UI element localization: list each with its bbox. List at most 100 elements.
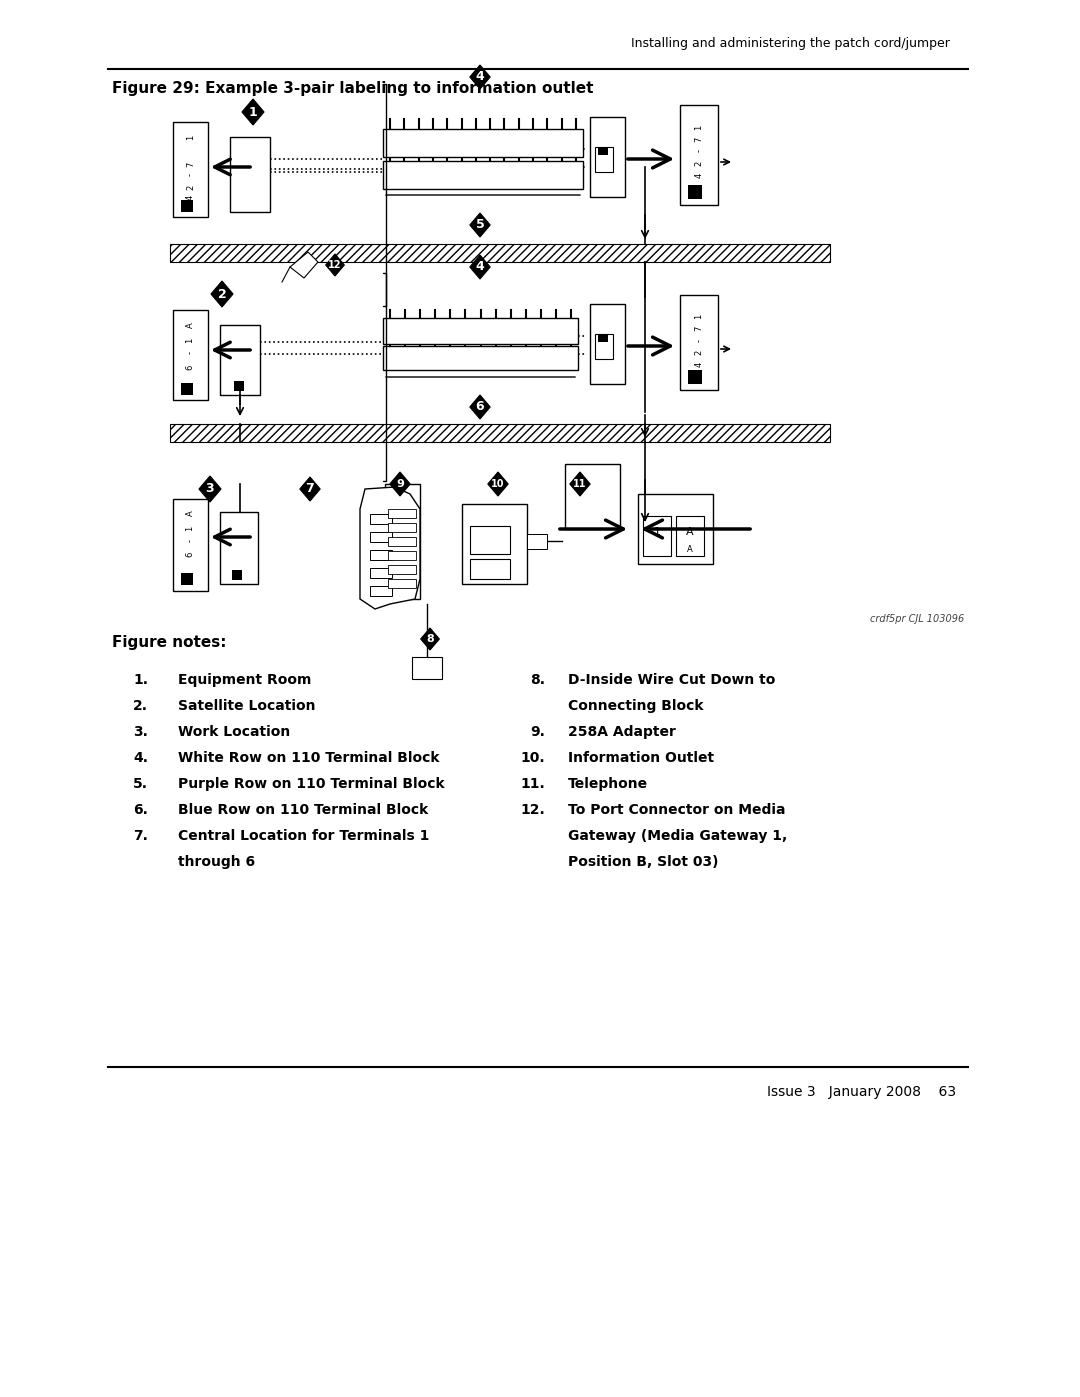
Polygon shape (326, 254, 345, 277)
Polygon shape (570, 472, 590, 496)
Polygon shape (199, 476, 221, 502)
Text: Blue Row on 110 Terminal Block: Blue Row on 110 Terminal Block (178, 803, 429, 817)
Bar (230, 137, 270, 212)
Bar (595, 334, 613, 359)
Text: 3: 3 (205, 482, 214, 496)
Text: Telephone: Telephone (568, 777, 648, 791)
Bar (220, 326, 260, 395)
Bar (470, 559, 510, 578)
Bar (220, 511, 258, 584)
Polygon shape (470, 212, 490, 237)
Polygon shape (360, 488, 420, 609)
Bar (170, 244, 831, 263)
Text: 1: 1 (694, 124, 703, 130)
Bar (370, 569, 392, 578)
Text: 6: 6 (186, 552, 194, 556)
Bar (688, 370, 702, 384)
Bar (676, 515, 704, 556)
Text: 10.: 10. (521, 752, 545, 766)
Text: 5: 5 (475, 218, 484, 232)
Text: 2: 2 (186, 184, 195, 190)
Bar (383, 319, 578, 344)
Text: 7: 7 (694, 137, 703, 141)
Text: 1: 1 (248, 106, 257, 119)
Polygon shape (390, 472, 410, 496)
Text: -: - (694, 338, 703, 341)
Text: A: A (686, 527, 693, 536)
Bar (688, 184, 702, 198)
Text: 8.: 8. (530, 673, 545, 687)
Text: 12: 12 (328, 260, 341, 270)
Text: Position B, Slot 03): Position B, Slot 03) (568, 855, 718, 869)
Bar (388, 536, 416, 546)
Bar (590, 117, 625, 197)
Polygon shape (470, 66, 490, 89)
Text: 4.: 4. (133, 752, 148, 766)
Text: 7: 7 (186, 162, 195, 168)
Text: 1: 1 (186, 525, 194, 531)
Text: 1.: 1. (133, 673, 148, 687)
Text: Connecting Block: Connecting Block (568, 698, 703, 712)
Bar (370, 514, 392, 524)
Text: Equipment Room: Equipment Room (178, 673, 311, 687)
Bar (680, 105, 718, 205)
Text: 12.: 12. (521, 803, 545, 817)
Bar (370, 585, 392, 597)
Text: 5.: 5. (133, 777, 148, 791)
Text: Central Location for Terminals 1: Central Location for Terminals 1 (178, 828, 430, 842)
Text: 10: 10 (491, 479, 504, 489)
Polygon shape (420, 629, 440, 650)
Bar (411, 657, 442, 679)
Bar (234, 381, 244, 391)
Bar (527, 534, 546, 549)
Bar (590, 305, 625, 384)
Text: Information Outlet: Information Outlet (568, 752, 714, 766)
Text: Figure 29: Example 3-pair labeling to information outlet: Figure 29: Example 3-pair labeling to in… (112, 81, 594, 96)
Bar (384, 483, 420, 599)
Polygon shape (470, 395, 490, 419)
Text: Figure notes:: Figure notes: (112, 636, 227, 650)
Bar (232, 570, 242, 580)
Bar (181, 573, 193, 585)
Bar (383, 129, 583, 156)
Text: To Port Connector on Media: To Port Connector on Media (568, 803, 785, 817)
Text: 4: 4 (475, 70, 484, 84)
Bar (462, 504, 527, 584)
Bar (680, 295, 718, 390)
Bar (388, 550, 416, 560)
Bar (370, 550, 392, 560)
Bar (173, 122, 208, 217)
Text: Gateway (Media Gateway 1,: Gateway (Media Gateway 1, (568, 828, 787, 842)
Bar (181, 383, 193, 395)
Bar (598, 147, 608, 155)
Text: 11.: 11. (521, 777, 545, 791)
Text: 1: 1 (694, 313, 703, 319)
Polygon shape (300, 476, 320, 502)
Bar (638, 495, 713, 564)
Bar (643, 515, 671, 556)
Text: D-Inside Wire Cut Down to: D-Inside Wire Cut Down to (568, 673, 775, 687)
Text: 2: 2 (694, 349, 703, 355)
Bar (383, 161, 583, 189)
Text: 4: 4 (694, 362, 703, 366)
Text: A: A (687, 545, 693, 553)
Text: 2.: 2. (133, 698, 148, 712)
Text: 7: 7 (694, 326, 703, 331)
Text: 1: 1 (653, 527, 661, 536)
Text: Purple Row on 110 Terminal Block: Purple Row on 110 Terminal Block (178, 777, 445, 791)
Bar (388, 564, 416, 574)
Bar (388, 578, 416, 588)
Bar (388, 522, 416, 532)
Bar (181, 200, 193, 212)
Text: Satellite Location: Satellite Location (178, 698, 315, 712)
Text: 2: 2 (218, 288, 227, 300)
Text: Issue 3   January 2008    63: Issue 3 January 2008 63 (767, 1085, 956, 1099)
Bar (370, 532, 392, 542)
Text: 1: 1 (186, 337, 194, 342)
Text: 6: 6 (186, 365, 194, 370)
Text: White Row on 110 Terminal Block: White Row on 110 Terminal Block (178, 752, 440, 766)
Text: 7: 7 (306, 482, 314, 496)
Text: -: - (186, 352, 194, 355)
Bar (383, 346, 578, 370)
Bar (170, 425, 831, 441)
